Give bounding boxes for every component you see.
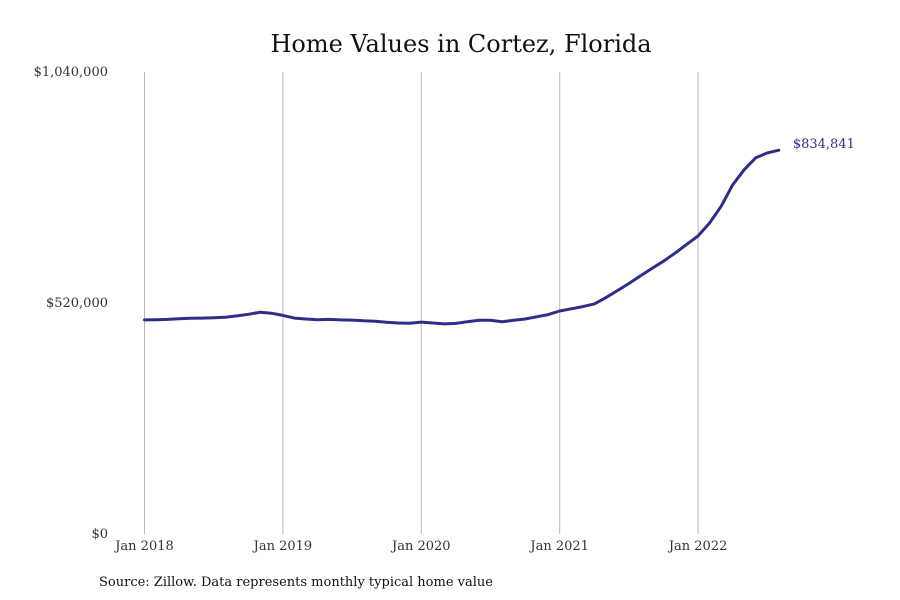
home-value-line	[143, 148, 781, 326]
end-value-label: $834,841	[793, 137, 855, 152]
chart-title: Home Values in Cortez, Florida	[270, 30, 651, 58]
x-tick-label: Jan 2020	[390, 539, 451, 554]
y-tick-label: $1,040,000	[34, 65, 108, 80]
x-tick-label: Jan 2019	[252, 539, 313, 554]
source-note: Source: Zillow. Data represents monthly …	[99, 575, 493, 590]
gridlines	[144, 72, 699, 534]
y-tick-label: $0	[91, 527, 108, 542]
x-axis-ticks: Jan 2018 Jan 2019 Jan 2020 Jan 2021 Jan 2022	[113, 539, 727, 554]
y-tick-label: $520,000	[46, 296, 108, 311]
x-tick-label: Jan 2021	[528, 539, 589, 554]
x-tick-label: Jan 2018	[113, 539, 174, 554]
y-axis-ticks: $0 $520,000 $1,040,000	[34, 65, 108, 542]
x-tick-label: Jan 2022	[667, 539, 728, 554]
